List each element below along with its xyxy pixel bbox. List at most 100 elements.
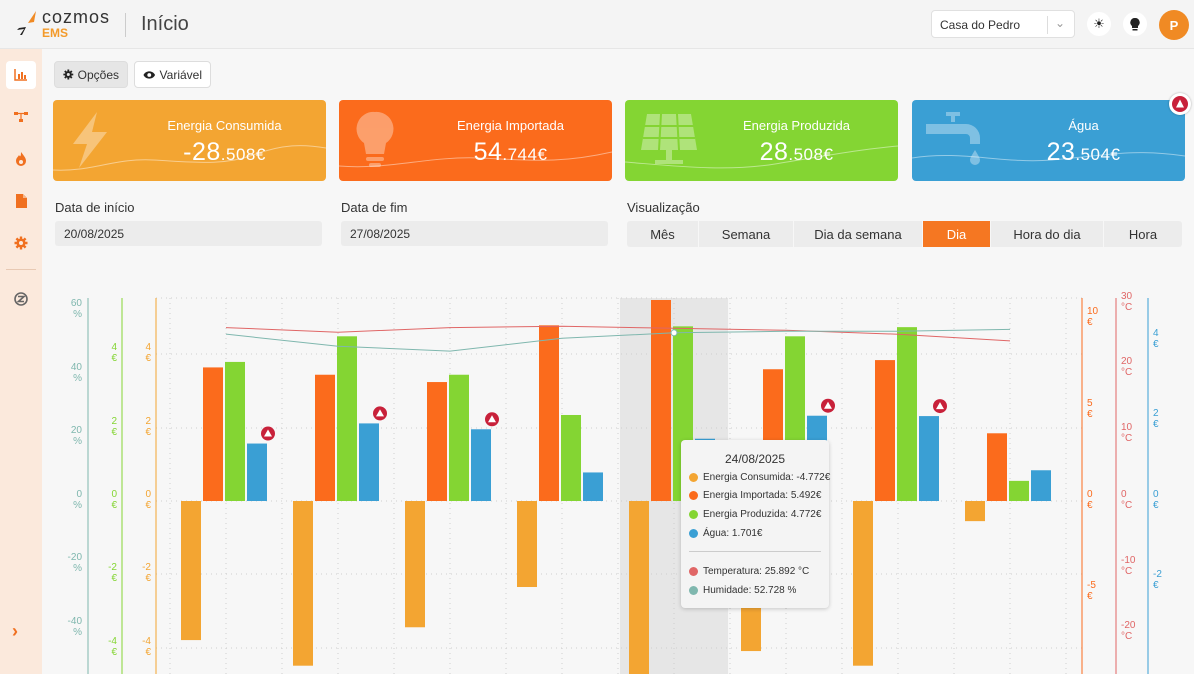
axis-tick-label: -2 — [108, 562, 117, 573]
sidebar-item-settings[interactable] — [6, 229, 36, 257]
lightbulb-icon — [1130, 17, 1140, 31]
axis-tick-label: -4 — [142, 636, 151, 647]
sidebar-item-cozmos[interactable] — [6, 285, 36, 313]
legend-dot — [689, 567, 698, 576]
logo-name: cozmos — [42, 7, 111, 27]
bar-energia-importada — [987, 433, 1007, 501]
bar-chart-icon — [14, 69, 27, 81]
options-button[interactable]: Opções — [54, 61, 128, 88]
bar-energia-produzida — [897, 327, 917, 501]
line-humidity — [225, 328, 1011, 352]
header-divider — [125, 13, 126, 37]
variable-button[interactable]: Variável — [134, 61, 211, 88]
legend-dot — [689, 586, 698, 595]
axis-tick-label: € — [1153, 419, 1159, 430]
axis-tick-label: 10 — [1087, 306, 1099, 317]
lightbulb-icon — [356, 111, 394, 167]
document-icon — [15, 194, 27, 208]
axis-tick-label: °C — [1121, 631, 1132, 642]
sidebar-item-reports[interactable] — [6, 187, 36, 215]
axis-tick-label: 0 — [145, 489, 151, 500]
legend-dot — [689, 529, 698, 538]
card-title: Energia Importada — [457, 118, 564, 133]
sun-icon: ☀ — [1093, 16, 1105, 31]
start-date-input[interactable]: 20/08/2025 — [55, 221, 322, 246]
bar-energia-importada — [651, 299, 671, 501]
legend-dot — [689, 491, 698, 500]
card-water[interactable]: Água 23.504€ — [912, 100, 1185, 181]
axis-tick-label: € — [145, 500, 151, 511]
site-select[interactable]: Casa do Pedro ⌄ — [931, 10, 1075, 38]
card-energy-imported[interactable]: Energia Importada 54.744€ — [339, 100, 612, 181]
warning-icon-glyph — [936, 402, 944, 410]
bar-gua — [583, 472, 603, 501]
end-date-input[interactable]: 27/08/2025 — [341, 221, 608, 246]
axis-tick-label: 2 — [111, 416, 117, 427]
energy-chart[interactable]: 60%40%20%0%-20%-40%4€2€0€-2€-4€4€2€0€-2€… — [42, 280, 1194, 674]
logo-subtitle: EMS — [42, 26, 69, 40]
card-value: -28.508€ — [183, 138, 266, 166]
axis-tick-label: % — [73, 436, 82, 447]
bar-energia-importada — [539, 325, 559, 501]
sidebar-item-energy[interactable] — [6, 145, 36, 173]
solar-panel-icon — [641, 113, 697, 164]
sidebar-item-dashboard[interactable] — [6, 61, 36, 89]
theme-toggle-button[interactable]: ☀ — [1087, 12, 1111, 36]
view-option-month[interactable]: Mês — [627, 221, 699, 247]
card-value: 28.508€ — [759, 138, 834, 166]
view-option-day[interactable]: Dia — [923, 221, 991, 247]
bar-energia-consumida — [853, 501, 873, 666]
bar-gua — [247, 443, 267, 501]
axis-tick-label: °C — [1121, 302, 1132, 313]
bar-energia-importada — [875, 360, 895, 501]
axis-tick-label: € — [1153, 280, 1159, 283]
card-energy-produced[interactable]: Energia Produzida 28.508€ — [625, 100, 898, 181]
axis-tick-label: € — [145, 573, 151, 584]
axis-tick-label: 10 — [1121, 422, 1133, 433]
axis-tick-label: 20 — [71, 425, 83, 436]
card-energy-consumed[interactable]: Energia Consumida -28.508€ — [53, 100, 326, 181]
axis-tick-label: 2 — [1153, 408, 1159, 419]
card-warning-badge[interactable] — [1169, 93, 1191, 115]
expand-sidebar-icon[interactable]: › — [12, 621, 18, 641]
view-label: Visualização — [627, 200, 700, 215]
axis-tick-label: °C — [1121, 500, 1132, 511]
view-option-week[interactable]: Semana — [699, 221, 794, 247]
sidebar-item-network[interactable] — [6, 103, 36, 131]
bar-energia-importada — [203, 367, 223, 501]
card-wave-decoration — [912, 152, 1185, 162]
axis-tick-label: -4 — [1153, 280, 1162, 283]
lightning-icon — [73, 112, 107, 168]
axis-tick-label: 60 — [71, 298, 83, 309]
bar-energia-importada — [427, 382, 447, 501]
axis-tick-label: -10 — [1121, 555, 1136, 566]
axis-tick-label: -5 — [1087, 580, 1096, 591]
axis-tick-label: -2 — [142, 562, 151, 573]
view-option-weekday[interactable]: Dia da semana — [794, 221, 923, 247]
tips-button[interactable] — [1123, 12, 1147, 36]
bar-energia-produzida — [1009, 480, 1029, 501]
axis-tick-label: % — [73, 309, 82, 320]
axis-tick-label: -4 — [108, 636, 117, 647]
tooltip-row: Temperatura: 25.892 °C — [689, 566, 809, 577]
view-option-hour[interactable]: Hora — [1128, 226, 1158, 242]
axis-tick-label: 0 — [1087, 489, 1093, 500]
line-temperature — [225, 325, 1011, 342]
axis-tick-label: € — [1153, 580, 1159, 591]
tooltip-row: Humidade: 52.728 % — [689, 585, 796, 596]
axis-tick-label: °C — [1121, 566, 1132, 577]
axis-tick-label: 4 — [111, 342, 117, 353]
warning-icon-glyph — [488, 415, 496, 423]
bar-energia-produzida — [561, 414, 581, 501]
bar-energia-importada — [315, 374, 335, 501]
view-option-hour-of-day[interactable]: Hora do dia — [991, 221, 1104, 247]
logo[interactable]: cozmos EMS — [16, 7, 116, 42]
warning-icon-glyph — [376, 409, 384, 417]
tooltip-row: Energia Produzida: 4.772€ — [689, 509, 821, 520]
axis-tick-label: % — [73, 627, 82, 638]
bar-energia-produzida — [449, 374, 469, 501]
avatar[interactable]: P — [1159, 10, 1189, 40]
axis-tick-label: 4 — [145, 342, 151, 353]
axis-tick-label: °C — [1121, 433, 1132, 444]
axis-tick-label: 0 — [111, 489, 117, 500]
